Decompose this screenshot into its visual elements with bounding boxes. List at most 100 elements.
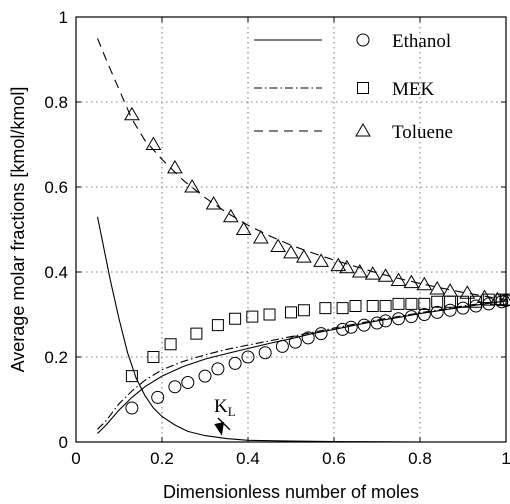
annotation-arrow-head (214, 421, 224, 436)
square-marker-mek (297, 304, 310, 317)
triangle-marker-toluene (339, 259, 355, 274)
square-marker-mek (366, 300, 379, 312)
y-tick-label: 0.2 (44, 348, 68, 367)
x-tick-label: 0 (71, 449, 80, 468)
triangle-marker-toluene (283, 244, 299, 259)
model-curve-kl (96, 216, 506, 443)
grid-lines (76, 17, 506, 442)
circle-marker-ethanol (211, 362, 225, 376)
circle-marker-ethanol (151, 390, 165, 404)
circle-marker-ethanol (241, 350, 255, 364)
triangle-marker-toluene (313, 253, 329, 267)
measured-markers (124, 106, 510, 415)
square-marker-mek (349, 300, 362, 312)
triangle-marker-toluene (184, 179, 200, 193)
triangle-marker-toluene (351, 264, 368, 278)
plot-frame (75, 16, 507, 443)
square-marker-mek (246, 310, 259, 323)
legend-label-ethanol: Ethanol (392, 31, 451, 52)
square-marker-mek (319, 302, 332, 315)
square-marker-mek (125, 370, 138, 383)
triangle-marker-toluene (222, 208, 239, 223)
square-marker-mek (285, 306, 297, 319)
circle-marker-ethanol (443, 303, 457, 317)
legend-marker-ethanol (356, 33, 370, 47)
circle-marker-ethanol (357, 318, 371, 332)
square-marker-mek (457, 295, 469, 308)
axis-ticks: 0 0.2 0.4 0.6 0.8 1 0 0.2 0.4 0.6 0.8 1 (44, 8, 510, 468)
legend: Ethanol MEK Toluene (254, 31, 453, 143)
triangle-marker-toluene (145, 136, 162, 150)
triangle-marker-toluene (205, 196, 222, 210)
square-marker-mek (190, 327, 203, 340)
y-axis-label: Average molar fractions [kmol/kmol] (8, 87, 28, 373)
triangle-marker-toluene (459, 285, 476, 299)
circle-marker-ethanol (336, 322, 350, 336)
triangle-marker-toluene (253, 230, 269, 244)
triangle-marker-toluene (377, 268, 394, 282)
model-curve-toluene (96, 38, 507, 301)
circle-marker-ethanol (301, 331, 315, 345)
square-marker-mek (418, 297, 431, 310)
circle-marker-ethanol (288, 335, 302, 349)
circle-marker-ethanol (370, 316, 384, 330)
square-marker-mek (211, 319, 224, 332)
circle-marker-ethanol (198, 369, 212, 383)
circle-marker-ethanol (228, 356, 242, 370)
triangle-marker-toluene (416, 276, 433, 291)
circle-marker-ethanol (258, 346, 272, 360)
y-tick-label: 0.8 (44, 93, 68, 112)
square-marker-mek (164, 338, 177, 351)
circle-marker-ethanol (314, 327, 328, 341)
legend-label-mek: MEK (392, 79, 435, 100)
model-curve-mek (97, 299, 507, 430)
annotation-arrow-shaft (217, 417, 231, 431)
circle-marker-ethanol (181, 376, 195, 389)
triangle-marker-toluene (476, 289, 493, 303)
square-marker-mek (431, 295, 444, 308)
circle-marker-ethanol (404, 310, 418, 324)
circle-marker-ethanol (379, 314, 393, 328)
square-marker-mek (336, 302, 349, 315)
square-marker-mek (147, 351, 160, 363)
circle-marker-ethanol (344, 320, 358, 334)
y-tick-label: 0 (59, 433, 68, 452)
triangle-marker-toluene (429, 281, 446, 295)
circle-marker-ethanol (430, 305, 444, 319)
triangle-marker-toluene (403, 274, 420, 289)
triangle-marker-toluene (167, 159, 183, 174)
x-tick-label: 0.8 (408, 449, 432, 468)
circle-marker-ethanol (125, 401, 139, 415)
square-marker-mek (405, 297, 418, 310)
legend-label-toluene: Toluene (392, 122, 453, 143)
triangle-marker-toluene (390, 272, 407, 286)
triangle-marker-toluene (124, 106, 140, 121)
x-tick-label: 0.4 (236, 449, 260, 468)
square-marker-mek (379, 300, 392, 312)
legend-marker-toluene (355, 123, 371, 137)
x-axis-label: Dimensionless number of moles (163, 482, 419, 502)
circle-marker-ethanol (417, 308, 431, 321)
y-tick-label: 0.4 (44, 263, 68, 282)
square-marker-mek (482, 293, 495, 306)
circle-marker-ethanol (275, 339, 289, 353)
y-tick-label: 1 (59, 8, 68, 27)
triangle-marker-toluene (489, 291, 506, 306)
legend-marker-mek (357, 82, 369, 94)
triangle-marker-toluene (296, 249, 312, 263)
x-tick-label: 0.2 (150, 449, 174, 468)
circle-marker-ethanol (168, 380, 182, 394)
circle-marker-ethanol (456, 301, 470, 315)
square-marker-mek (392, 297, 405, 310)
y-tick-label: 0.6 (44, 178, 68, 197)
square-marker-mek (229, 312, 242, 325)
triangle-marker-toluene (235, 221, 252, 235)
square-marker-mek (469, 295, 482, 308)
triangle-marker-toluene (364, 266, 381, 280)
triangle-marker-toluene (442, 283, 458, 297)
triangle-marker-toluene (270, 238, 286, 252)
circle-marker-ethanol (392, 312, 405, 326)
